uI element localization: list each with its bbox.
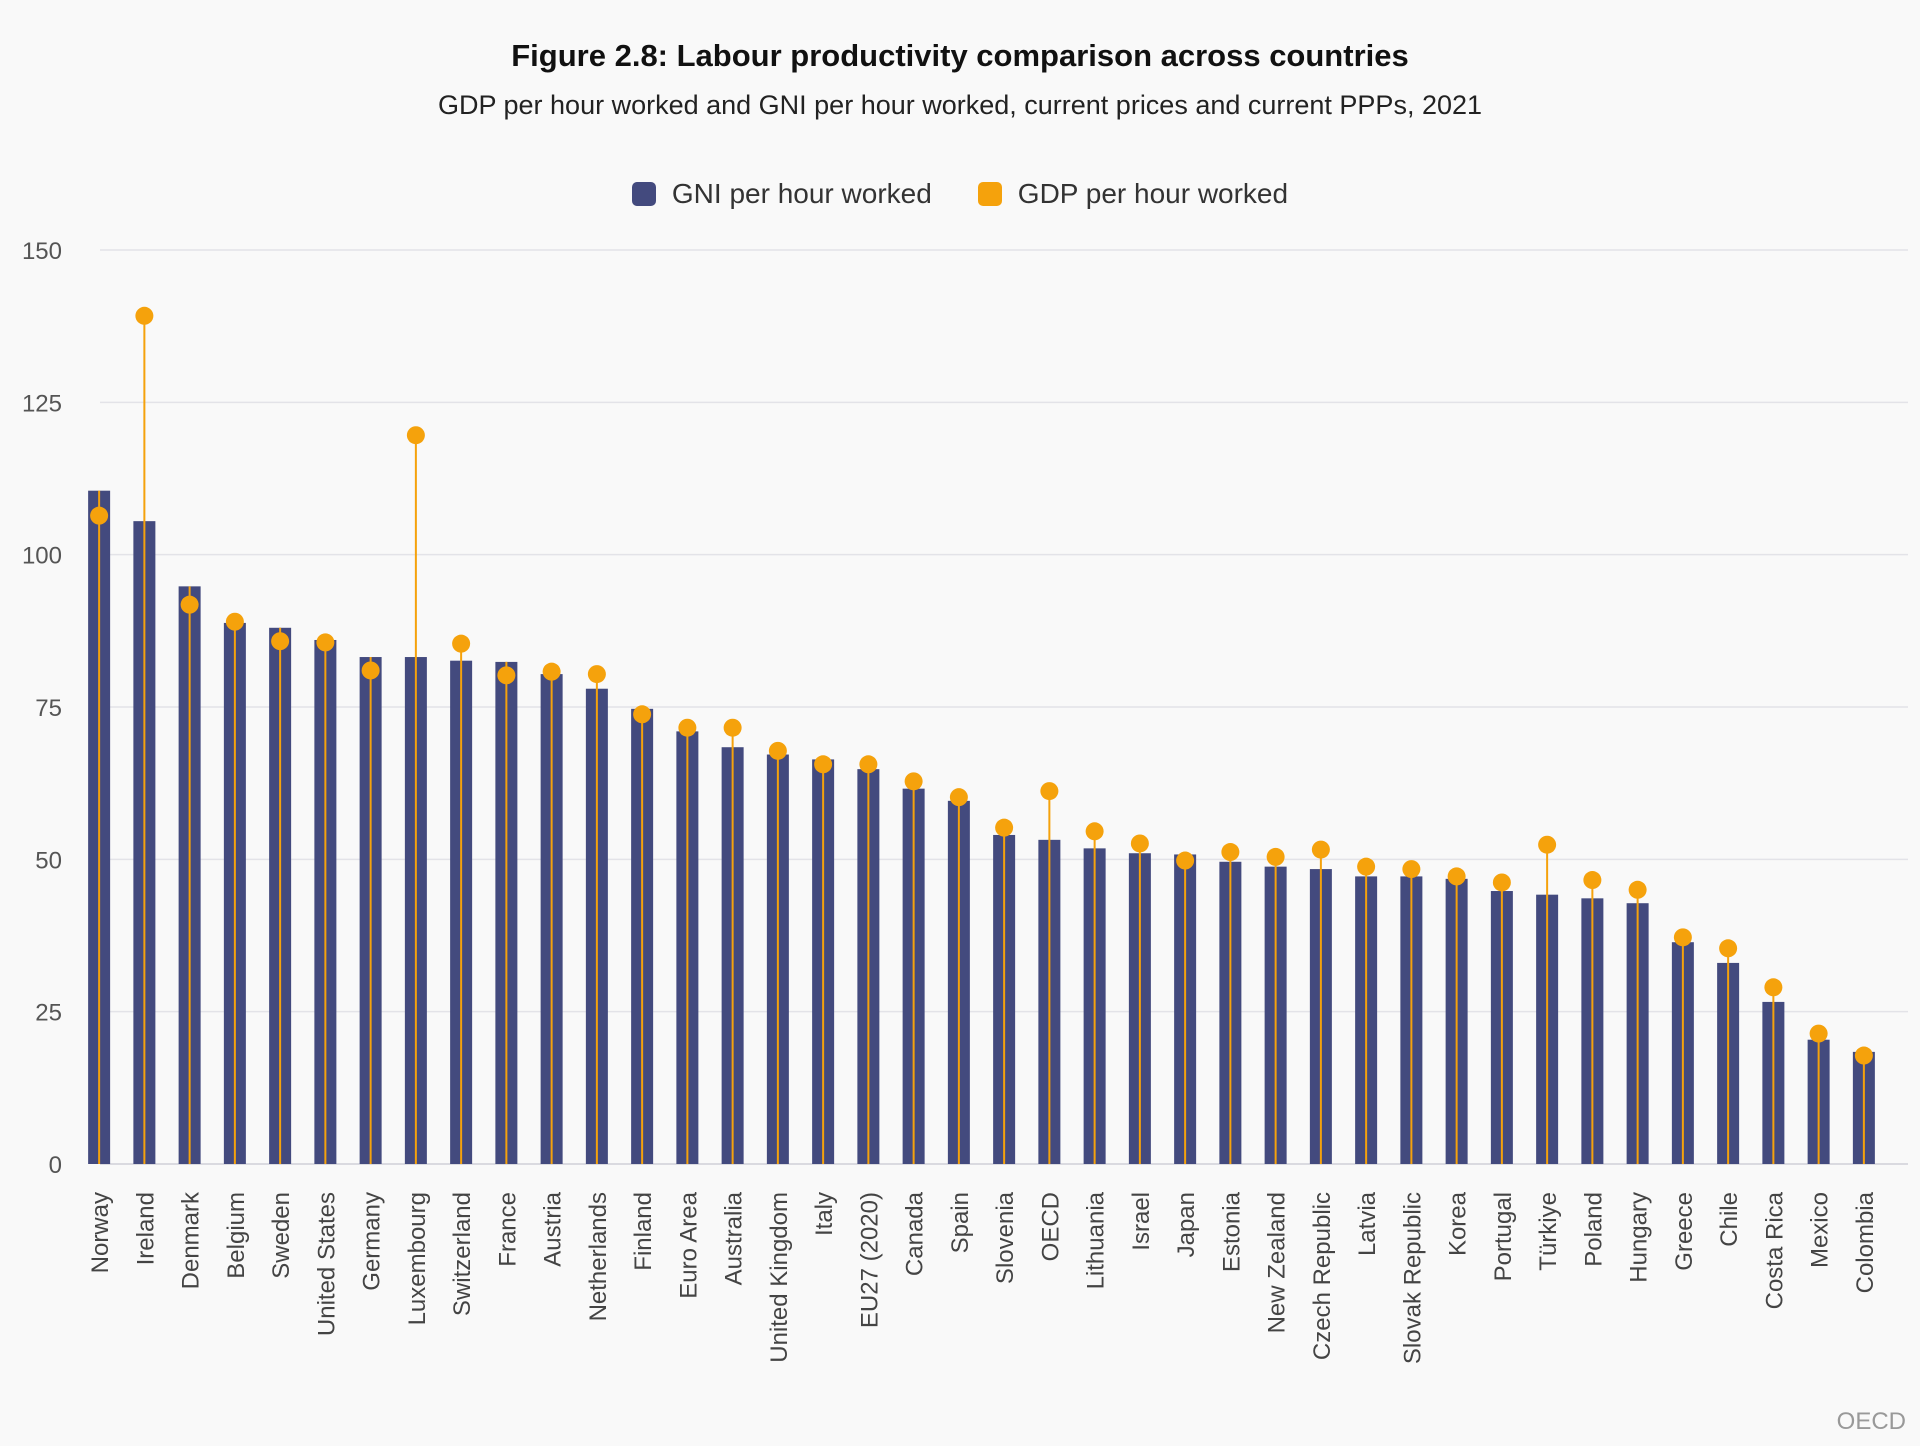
- x-tick-label: United States: [313, 1192, 340, 1336]
- x-tick-label: Belgium: [223, 1192, 250, 1279]
- x-tick-label: Colombia: [1852, 1191, 1879, 1293]
- x-tick-label: Costa Rica: [1761, 1191, 1788, 1309]
- gdp-dot: [135, 306, 154, 325]
- legend-label-gdp: GDP per hour worked: [1017, 178, 1289, 209]
- y-tick-label: 150: [22, 238, 62, 265]
- legend-item-gni[interactable]: GNI per hour worked: [631, 178, 932, 210]
- legend: GNI per hour worked GDP per hour worked: [0, 178, 1920, 210]
- source-label: OECD: [1836, 1408, 1906, 1435]
- x-tick-label: United Kingdom: [766, 1192, 793, 1363]
- x-tick-label: Greece: [1671, 1192, 1698, 1271]
- chart-title: Figure 2.8: Labour productivity comparis…: [511, 38, 1409, 73]
- x-tick-label: Poland: [1580, 1192, 1607, 1267]
- y-tick-label: 100: [22, 543, 62, 570]
- x-tick-label: Netherlands: [585, 1192, 612, 1321]
- gdp-dot: [1538, 835, 1557, 854]
- gdp-dot: [1583, 871, 1602, 890]
- x-tick-label: Finland: [630, 1192, 657, 1271]
- gdp-dot: [1764, 978, 1783, 997]
- chart-subtitle: GDP per hour worked and GNI per hour wor…: [437, 90, 1483, 120]
- gdp-dot: [1854, 1046, 1873, 1065]
- x-tick-label: EU27 (2020): [856, 1192, 883, 1328]
- x-tick-label: Lithuania: [1083, 1191, 1110, 1289]
- x-tick-label: Japan: [1173, 1192, 1200, 1257]
- gdp-dot: [90, 506, 109, 525]
- gdp-dot: [633, 705, 652, 724]
- gdp-dot: [1673, 928, 1692, 947]
- x-tick-label: Latvia: [1354, 1191, 1381, 1256]
- x-tick-label: Korea: [1445, 1191, 1472, 1256]
- y-tick-label: 75: [35, 695, 62, 722]
- gdp-dot: [271, 632, 290, 651]
- x-tick-label: Norway: [87, 1192, 114, 1273]
- gdp-dot: [180, 595, 199, 614]
- x-tick-label: Spain: [947, 1192, 974, 1253]
- gdp-dot: [1085, 822, 1104, 841]
- gdp-dot: [542, 662, 561, 681]
- x-tick-label: Canada: [902, 1191, 929, 1276]
- gdp-dot: [1176, 851, 1195, 870]
- x-tick-label: Ireland: [132, 1192, 159, 1265]
- x-tick-label: Euro Area: [675, 1191, 702, 1298]
- x-tick-label: Portugal: [1490, 1192, 1517, 1281]
- x-tick-label: Australia: [721, 1191, 748, 1285]
- y-tick-label: 125: [22, 390, 62, 417]
- x-tick-label: Switzerland: [449, 1192, 476, 1316]
- gdp-dot: [587, 665, 606, 684]
- gdp-dot: [859, 755, 878, 774]
- x-tick-label: Estonia: [1218, 1191, 1245, 1272]
- gdp-dot: [1266, 847, 1285, 866]
- x-tick-label: Austria: [540, 1191, 567, 1266]
- x-tick-label: OECD: [1037, 1192, 1064, 1261]
- gdp-dot: [1719, 939, 1738, 958]
- x-tick-label: Sweden: [268, 1192, 295, 1279]
- x-tick-label: Chile: [1716, 1192, 1743, 1247]
- gdp-dot: [814, 755, 833, 774]
- x-tick-label: Slovak Republic: [1399, 1192, 1426, 1364]
- gdp-dot: [316, 633, 335, 652]
- gdp-dot: [1809, 1024, 1828, 1043]
- gdp-dot: [1221, 843, 1240, 862]
- gdp-dot: [1130, 834, 1149, 853]
- x-tick-label: Hungary: [1626, 1192, 1653, 1283]
- gdp-dot: [1357, 857, 1376, 876]
- gdp-dot: [1311, 840, 1330, 859]
- y-tick-label: 0: [49, 1152, 62, 1179]
- legend-swatch-gdp: [977, 182, 1002, 206]
- gdp-dot: [1402, 860, 1421, 879]
- x-tick-label: New Zealand: [1264, 1192, 1291, 1333]
- x-tick-label: Türkiye: [1535, 1192, 1562, 1271]
- legend-item-gdp[interactable]: GDP per hour worked: [977, 178, 1289, 210]
- gdp-dot: [949, 788, 968, 807]
- gdp-dot: [1628, 880, 1647, 899]
- x-tick-label: Mexico: [1807, 1192, 1834, 1268]
- x-tick-label: Czech Republic: [1309, 1192, 1336, 1360]
- x-tick-label: France: [494, 1192, 521, 1267]
- x-tick-label: Italy: [811, 1192, 838, 1236]
- legend-label-gni: GNI per hour worked: [671, 178, 932, 209]
- y-tick-label: 50: [35, 847, 62, 874]
- y-tick-label: 25: [35, 1000, 62, 1027]
- gdp-dot: [768, 741, 787, 760]
- x-tick-label: Israel: [1128, 1192, 1155, 1251]
- gdp-dot: [678, 718, 697, 737]
- gdp-dot: [406, 426, 425, 445]
- gdp-dot: [452, 634, 471, 653]
- x-tick-label: Luxembourg: [404, 1192, 431, 1325]
- x-tick-label: Denmark: [178, 1191, 205, 1289]
- gdp-dot: [995, 818, 1014, 837]
- gdp-dot: [1492, 873, 1511, 892]
- x-tick-label: Slovenia: [992, 1191, 1019, 1284]
- gdp-dot: [723, 718, 742, 737]
- legend-swatch-gni: [631, 182, 656, 206]
- x-tick-label: Germany: [359, 1192, 386, 1291]
- gdp-dot: [1040, 782, 1059, 801]
- gdp-dot: [361, 661, 380, 680]
- gdp-dot: [904, 772, 923, 791]
- gdp-dot: [225, 612, 244, 631]
- gdp-dot: [497, 666, 516, 685]
- gdp-dot: [1447, 867, 1466, 886]
